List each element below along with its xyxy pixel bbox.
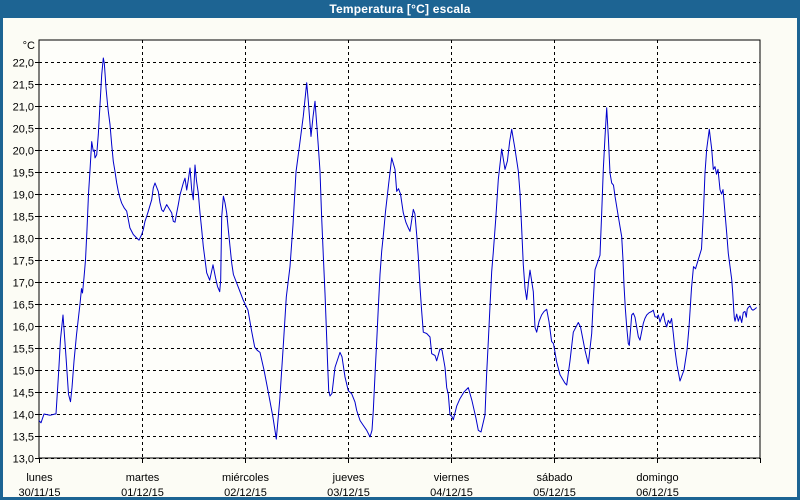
date-label: 03/12/15 bbox=[327, 487, 370, 499]
y-tick-label: 22,0 bbox=[13, 58, 34, 70]
day-label: miércoles bbox=[222, 472, 270, 484]
date-label: 02/12/15 bbox=[224, 487, 267, 499]
y-tick-label: 17,0 bbox=[13, 278, 34, 290]
day-label: jueves bbox=[332, 472, 365, 484]
temperature-line bbox=[38, 57, 758, 440]
y-tick-label: 21,0 bbox=[13, 102, 34, 114]
y-tick-label: 14,5 bbox=[13, 388, 34, 400]
y-tick-label: 20,5 bbox=[13, 124, 34, 136]
day-label: sábado bbox=[536, 472, 572, 484]
title-bar: Temperatura [°C] escala bbox=[0, 0, 800, 18]
y-tick-label: 16,0 bbox=[13, 322, 34, 334]
y-tick-label: 13,5 bbox=[13, 432, 34, 444]
y-tick-label: 20,0 bbox=[13, 146, 34, 158]
y-tick-label: 21,5 bbox=[13, 80, 34, 92]
y-tick-label: 17,5 bbox=[13, 256, 34, 268]
day-label: martes bbox=[126, 472, 160, 484]
date-label: 04/12/15 bbox=[430, 487, 473, 499]
y-tick-label: 18,0 bbox=[13, 234, 34, 246]
date-label: 05/12/15 bbox=[533, 487, 576, 499]
y-tick-label: 19,5 bbox=[13, 168, 34, 180]
y-tick-label: 13,0 bbox=[13, 454, 34, 466]
day-label: viernes bbox=[434, 472, 470, 484]
plot-area bbox=[38, 39, 761, 459]
y-axis-unit-label: °C bbox=[23, 40, 35, 52]
y-tick-label: 18,5 bbox=[13, 212, 34, 224]
date-label: 30/11/15 bbox=[18, 487, 60, 499]
chart-title: Temperatura [°C] escala bbox=[329, 2, 471, 16]
y-tick-label: 19,0 bbox=[13, 190, 34, 202]
y-tick-label: 14,0 bbox=[13, 410, 34, 422]
date-label: 06/12/15 bbox=[636, 487, 679, 499]
y-tick-label: 15,5 bbox=[13, 344, 34, 356]
day-label: lunes bbox=[26, 472, 53, 484]
y-tick-label: 15,0 bbox=[13, 366, 34, 378]
date-label: 01/12/15 bbox=[121, 487, 164, 499]
y-tick-label: 16,5 bbox=[13, 300, 34, 312]
day-label: domingo bbox=[636, 472, 678, 484]
